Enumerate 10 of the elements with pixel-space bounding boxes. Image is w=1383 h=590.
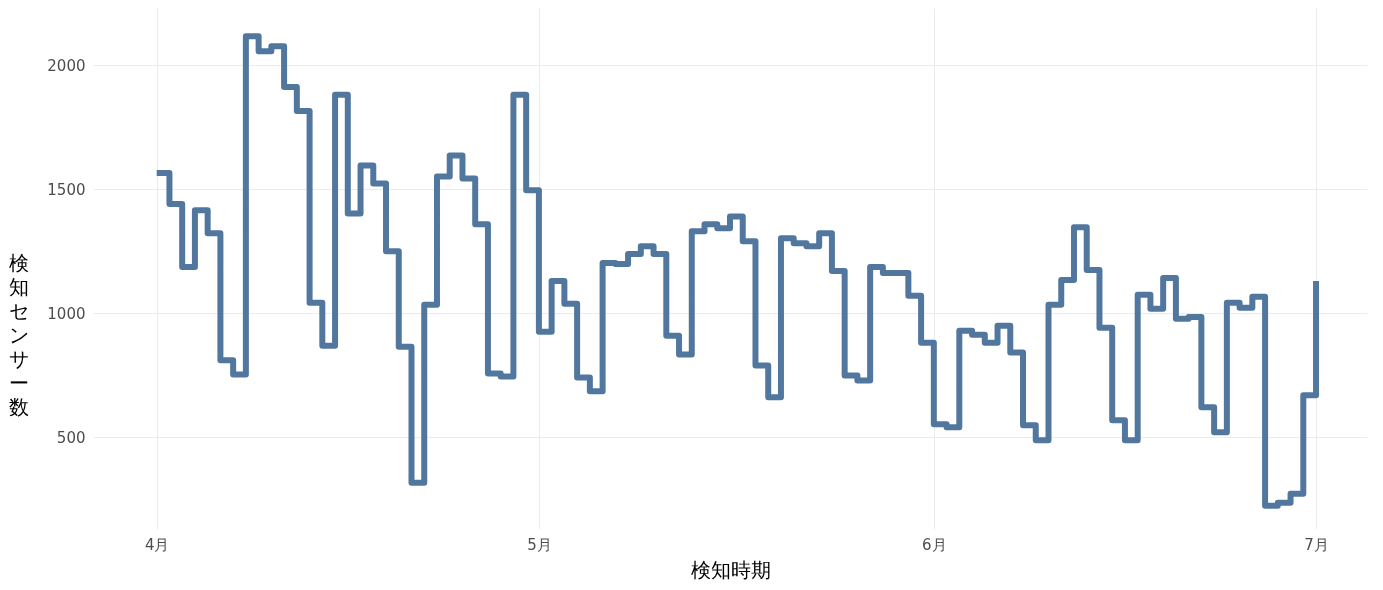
x-tick-label: 4月 xyxy=(144,535,170,554)
y-tick-label: 500 xyxy=(56,428,86,447)
x-tick-label: 6月 xyxy=(922,535,947,554)
x-tick-label: 7月 xyxy=(1304,535,1329,554)
y-tick-label: 2000 xyxy=(47,56,86,75)
y-tick-label: 1500 xyxy=(47,180,86,199)
y-axis-title: 検知センサー数 xyxy=(8,250,29,419)
x-tick-label: 5月 xyxy=(527,535,552,554)
x-axis-title: 検知時期 xyxy=(690,557,771,582)
y-tick-label: 1000 xyxy=(47,304,86,323)
